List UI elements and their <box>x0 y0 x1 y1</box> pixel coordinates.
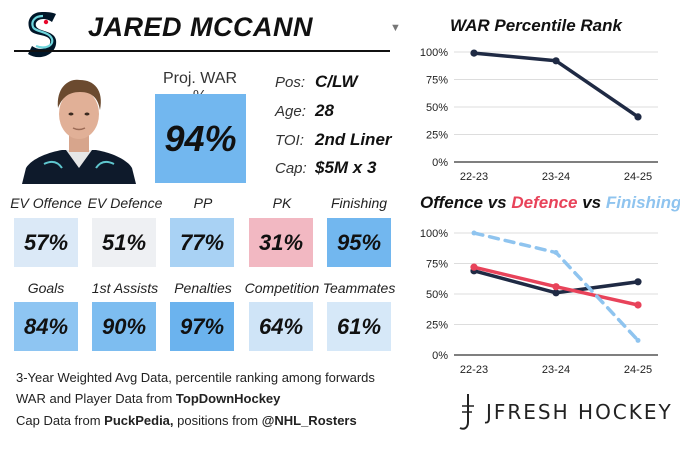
info-label-toi: TOI: <box>275 132 304 149</box>
name-divider <box>14 50 390 52</box>
stat-box-1st-assists: 90% <box>92 302 156 351</box>
info-value-toi: 2nd Liner <box>315 130 392 149</box>
player-headshot <box>22 79 136 184</box>
chart2-series-point-1 <box>552 283 560 291</box>
info-value-age: 28 <box>315 101 334 120</box>
chart1-title: WAR Percentile Rank <box>450 16 622 35</box>
stat-box-ev-offence: 57% <box>14 218 78 267</box>
chart2-series-point-2 <box>635 337 641 343</box>
stat-label-penalties: Penalties <box>174 280 232 296</box>
chart2-series-point-1 <box>634 301 642 309</box>
stat-box-pp: 77% <box>170 218 234 267</box>
player-name: JARED MCCANN <box>88 12 314 42</box>
chart1-x-tick-label: 22-23 <box>460 171 488 183</box>
jfresh-logo-icon <box>459 394 474 430</box>
chart2-series-point-2 <box>553 250 559 256</box>
chart1-series-point-0 <box>634 113 642 121</box>
chart2-y-tick-label: 100% <box>420 228 448 240</box>
offence-defence-finishing-chart: 0% 25% 50% 75% 100% 22-23 23-24 24-25 <box>420 228 658 376</box>
stat-box-teammates: 61% <box>327 302 391 351</box>
chart1-series-point-0 <box>552 57 560 65</box>
stat-label-ev-offence: EV Offence <box>10 195 82 211</box>
war-percentile-chart: 0% 25% 50% 75% 100% 22-23 23-24 24-25 <box>420 47 658 183</box>
stat-box-competition: 64% <box>249 302 313 351</box>
chart1-series-point-0 <box>470 49 478 57</box>
stat-box-finishing: 95% <box>327 218 391 267</box>
info-value-cap: $5M x 3 <box>315 158 377 177</box>
stat-label-competition: Competition <box>244 280 320 296</box>
info-label-cap: Cap: <box>275 160 307 177</box>
chart2-y-tick-label: 25% <box>426 320 448 332</box>
kraken-logo <box>28 12 57 58</box>
nhl-rosters-credit: @NHL_Rosters <box>261 413 357 428</box>
stat-label-teammates: Teammates <box>322 280 396 296</box>
chart2-series-point-1 <box>470 263 478 271</box>
chart1-y-tick-label: 50% <box>426 102 448 114</box>
stat-box-goals: 84% <box>14 302 78 351</box>
chart1-y-tick-label: 0% <box>432 157 448 169</box>
chart2-title-vs1: vs <box>483 193 512 212</box>
chart2-title-vs2: vs <box>577 193 606 212</box>
stat-label-ev-defence: EV Defence <box>87 195 163 211</box>
footer-positions-prefix: positions from <box>173 413 262 428</box>
chart2-x-tick-label: 24-25 <box>624 364 652 376</box>
chart2-y-tick-label: 75% <box>426 259 448 271</box>
stat-label-1st-assists: 1st Assists <box>91 280 159 296</box>
chart2-title-offence: Offence <box>420 193 483 212</box>
info-label-age: Age: <box>275 103 306 120</box>
stat-box-penalties: 97% <box>170 302 234 351</box>
chart2-series-point-2 <box>471 230 477 236</box>
footer-war-prefix: WAR and Player Data from <box>16 391 176 406</box>
footer-war-source: WAR and Player Data from TopDownHockey <box>16 391 280 406</box>
chart1-y-tick-label: 25% <box>426 130 448 142</box>
chart2-series-point-0 <box>552 289 560 297</box>
stat-label-pk: PK <box>272 195 292 211</box>
chart2-title: Offence vs Defence vs Finishing <box>420 193 680 213</box>
info-value-pos: C/LW <box>315 72 358 91</box>
topdownhockey-credit: TopDownHockey <box>175 391 281 406</box>
dropdown-caret-icon[interactable]: ▼ <box>390 22 401 34</box>
footer-cap-source: Cap Data from PuckPedia, positions from … <box>16 413 357 428</box>
chart2-title-finishing: Finishing <box>605 193 680 212</box>
footer-note: 3-Year Weighted Avg Data, percentile ran… <box>16 370 375 385</box>
puckpedia-credit: PuckPedia, <box>104 413 174 428</box>
chart1-y-tick-label: 75% <box>426 75 448 87</box>
stat-label-pp: PP <box>193 195 213 211</box>
chart2-y-tick-label: 0% <box>432 350 448 362</box>
chart2-title-defence: Defence <box>511 193 578 212</box>
stat-label-finishing: Finishing <box>330 195 388 211</box>
chart2-series-point-0 <box>634 278 642 286</box>
footer-cap-prefix: Cap Data from <box>16 413 105 428</box>
chart2-y-tick-label: 50% <box>426 289 448 301</box>
chart1-x-tick-label: 23-24 <box>542 171 570 183</box>
chart1-y-tick-label: 100% <box>420 47 448 59</box>
jfresh-hockey-brand: JFRESH HOCKEY <box>486 400 673 424</box>
stat-box-pk: 31% <box>249 218 313 267</box>
proj-war-value: 94% <box>155 94 246 183</box>
stat-label-goals: Goals <box>27 280 65 296</box>
chart2-x-tick-label: 23-24 <box>542 364 570 376</box>
chart2-x-tick-label: 22-23 <box>460 364 488 376</box>
info-label-pos: Pos: <box>275 74 306 91</box>
chart1-x-tick-label: 24-25 <box>624 171 652 183</box>
stat-box-ev-defence: 51% <box>92 218 156 267</box>
